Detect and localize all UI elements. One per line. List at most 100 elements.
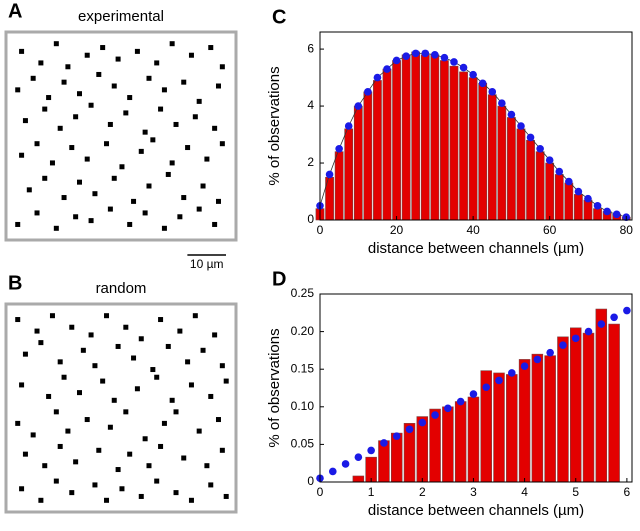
bar xyxy=(467,396,480,483)
point xyxy=(22,351,28,357)
point xyxy=(22,451,28,457)
bar xyxy=(487,94,497,221)
point xyxy=(115,343,121,349)
point xyxy=(192,313,198,319)
point xyxy=(185,359,191,365)
dot xyxy=(354,453,363,461)
point xyxy=(38,60,44,66)
dot xyxy=(440,53,449,62)
point xyxy=(119,486,125,492)
x-axis-label: distance between channels (µm) xyxy=(368,240,584,257)
panel-letter: B xyxy=(8,272,22,294)
dot xyxy=(456,397,465,406)
point xyxy=(61,374,67,380)
bar xyxy=(352,475,365,483)
point xyxy=(92,363,98,369)
point xyxy=(76,390,82,396)
point xyxy=(57,125,63,131)
point xyxy=(131,355,137,361)
point xyxy=(219,447,225,453)
y-axis-label: % of observations xyxy=(266,328,283,447)
point xyxy=(53,478,59,484)
y-tick-label: 4 xyxy=(307,98,314,112)
bar xyxy=(420,54,430,221)
point xyxy=(26,187,32,193)
dot xyxy=(507,110,516,119)
point xyxy=(134,386,140,392)
point xyxy=(111,397,117,403)
point xyxy=(196,428,202,434)
point xyxy=(200,183,206,189)
dot xyxy=(533,355,542,364)
dot xyxy=(335,144,343,153)
dot xyxy=(584,327,593,336)
point xyxy=(19,48,25,54)
bar xyxy=(401,54,411,221)
point xyxy=(161,420,167,426)
point xyxy=(96,447,102,453)
x-tick-label: 5 xyxy=(572,485,579,499)
point xyxy=(80,347,86,353)
dot xyxy=(431,411,439,419)
dot xyxy=(418,418,427,427)
dot xyxy=(584,194,592,203)
x-tick-label: 20 xyxy=(390,223,404,237)
bar xyxy=(526,139,535,221)
bar xyxy=(378,440,390,483)
bar xyxy=(373,80,382,221)
dot xyxy=(488,88,497,96)
point xyxy=(57,443,63,449)
scale-bar-label: 10 µm xyxy=(190,257,224,271)
x-tick-label: 2 xyxy=(419,485,426,499)
point xyxy=(138,493,144,499)
point xyxy=(84,52,90,58)
dot xyxy=(364,88,372,96)
point xyxy=(150,137,156,143)
bar xyxy=(392,60,401,221)
point xyxy=(15,221,21,227)
point xyxy=(127,221,133,227)
point xyxy=(146,75,152,81)
x-tick-label: 60 xyxy=(543,223,557,237)
point xyxy=(169,160,175,166)
point xyxy=(158,106,164,112)
bar xyxy=(554,174,564,221)
point xyxy=(19,152,25,158)
y-tick-label: 0.05 xyxy=(291,437,315,451)
bar xyxy=(557,336,569,483)
dot xyxy=(610,313,618,322)
bar xyxy=(595,308,608,483)
panel-title: experimental xyxy=(78,8,164,25)
point xyxy=(204,156,210,162)
bar xyxy=(582,332,595,483)
x-tick-label: 6 xyxy=(624,485,631,499)
dot xyxy=(411,49,420,58)
point xyxy=(181,195,187,201)
bar xyxy=(459,71,468,221)
dot xyxy=(380,439,388,447)
point xyxy=(34,210,40,216)
point xyxy=(219,363,225,369)
dot xyxy=(623,306,631,315)
dot xyxy=(405,425,414,434)
point xyxy=(138,336,144,342)
point xyxy=(165,343,171,349)
point xyxy=(173,490,179,496)
axes-frame xyxy=(319,31,633,221)
point xyxy=(30,75,36,81)
point xyxy=(19,486,25,492)
point xyxy=(46,393,52,399)
dot xyxy=(444,404,452,413)
bar xyxy=(363,91,373,221)
point xyxy=(76,179,82,185)
point xyxy=(104,141,110,147)
point xyxy=(188,52,194,58)
point xyxy=(138,148,144,154)
point xyxy=(212,125,218,131)
point xyxy=(154,478,160,484)
point xyxy=(208,393,214,399)
dot xyxy=(373,73,382,82)
point xyxy=(53,409,59,415)
point xyxy=(173,121,179,127)
point xyxy=(181,455,187,461)
